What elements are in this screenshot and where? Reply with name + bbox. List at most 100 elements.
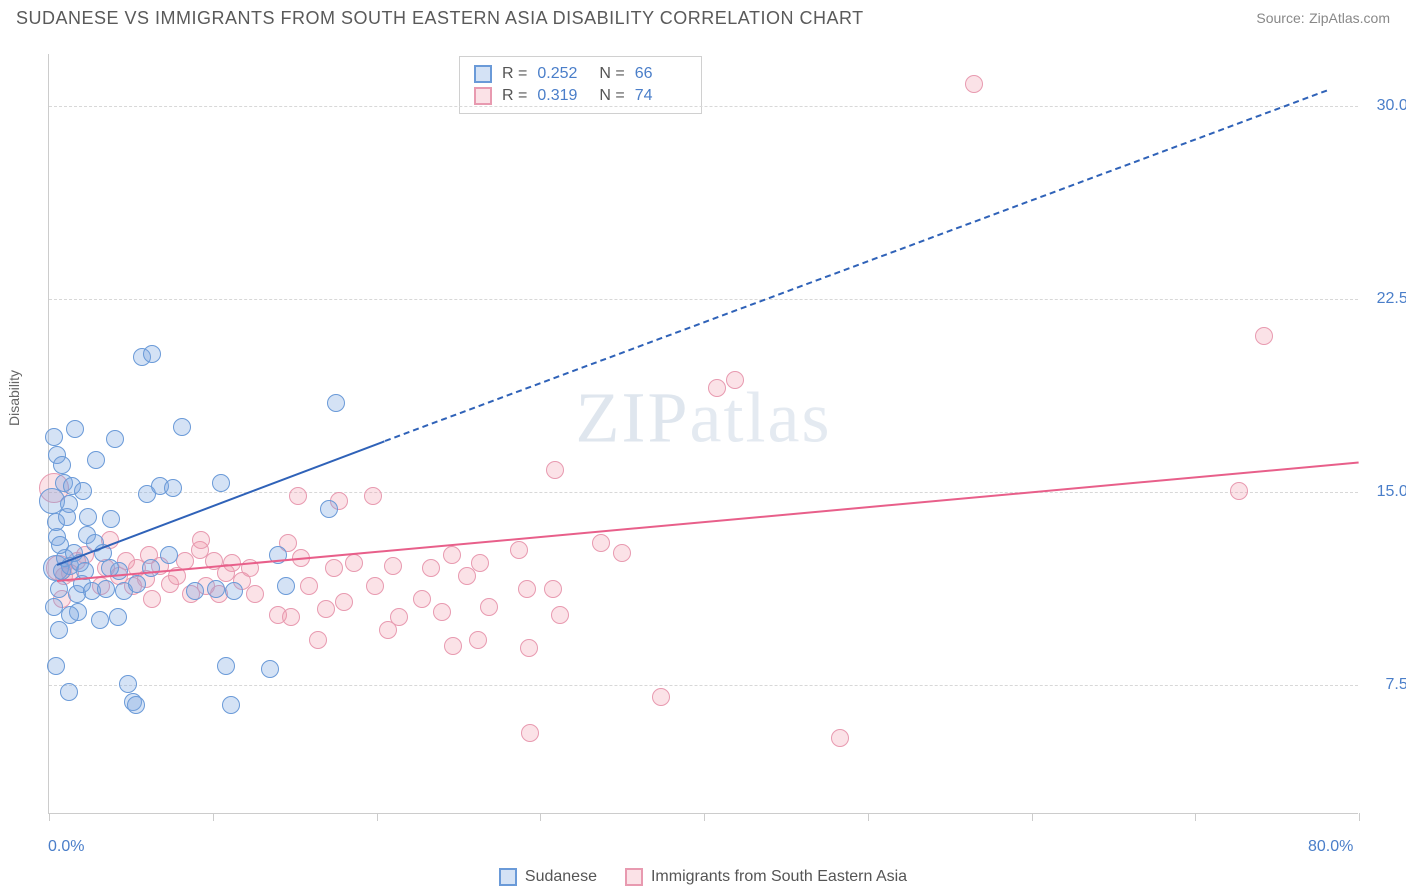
point-series1 <box>60 683 78 701</box>
n-label-2: N = <box>599 87 624 105</box>
point-series2 <box>289 487 307 505</box>
x-tick <box>1195 813 1196 821</box>
point-series1 <box>97 580 115 598</box>
x-end-label: 80.0% <box>1308 838 1353 856</box>
source-name: ZipAtlas.com <box>1309 10 1390 26</box>
watermark: ZIPatlas <box>576 377 832 460</box>
point-series1 <box>186 582 204 600</box>
point-series2 <box>422 559 440 577</box>
point-series2 <box>317 600 335 618</box>
y-tick-label: 30.0% <box>1377 97 1406 115</box>
point-series1 <box>45 598 63 616</box>
point-series2 <box>390 608 408 626</box>
point-series1 <box>164 479 182 497</box>
x-tick <box>1359 813 1360 821</box>
point-series2 <box>708 379 726 397</box>
point-series2 <box>551 606 569 624</box>
point-series1 <box>61 606 79 624</box>
point-series1 <box>222 696 240 714</box>
point-series2 <box>309 631 327 649</box>
point-series2 <box>366 577 384 595</box>
point-series1 <box>160 546 178 564</box>
r-label-2: R = <box>502 87 527 105</box>
point-series2 <box>544 580 562 598</box>
point-series1 <box>79 508 97 526</box>
point-series1 <box>74 482 92 500</box>
point-series1 <box>212 474 230 492</box>
gridline <box>49 106 1358 107</box>
x-tick <box>213 813 214 821</box>
point-series2 <box>246 585 264 603</box>
point-series1 <box>106 430 124 448</box>
watermark-a: ZIP <box>576 378 690 458</box>
legend-item-series1: Sudanese <box>499 868 597 886</box>
point-series1 <box>225 582 243 600</box>
point-series2 <box>592 534 610 552</box>
n-value-2: 74 <box>635 87 687 105</box>
r-label-1: R = <box>502 65 527 83</box>
point-series1 <box>91 611 109 629</box>
point-series1 <box>173 418 191 436</box>
point-series2 <box>325 559 343 577</box>
point-series1 <box>102 510 120 528</box>
point-series2 <box>1230 482 1248 500</box>
x-tick <box>868 813 869 821</box>
point-series1 <box>277 577 295 595</box>
r-value-2: 0.319 <box>537 87 589 105</box>
point-series1 <box>58 508 76 526</box>
point-series2 <box>652 688 670 706</box>
point-series2 <box>345 554 363 572</box>
swatch-series1 <box>474 65 492 83</box>
legend-item-series2: Immigrants from South Eastern Asia <box>625 868 907 886</box>
chart-plot-area: ZIPatlas R = 0.252 N = 66 R = 0.319 N = … <box>48 54 1358 814</box>
point-series1 <box>45 428 63 446</box>
bottom-legend: Sudanese Immigrants from South Eastern A… <box>0 868 1406 886</box>
point-series1 <box>327 394 345 412</box>
point-series2 <box>510 541 528 559</box>
point-series1 <box>119 675 137 693</box>
stats-row-series2: R = 0.319 N = 74 <box>474 85 687 107</box>
gridline <box>49 299 1358 300</box>
point-series1 <box>128 575 146 593</box>
point-series1 <box>50 621 68 639</box>
point-series2 <box>726 371 744 389</box>
point-series2 <box>546 461 564 479</box>
gridline <box>49 685 1358 686</box>
y-tick-label: 7.5% <box>1386 676 1406 694</box>
legend-swatch-series2 <box>625 868 643 886</box>
x-tick <box>49 813 50 821</box>
point-series2 <box>831 729 849 747</box>
chart-title: SUDANESE VS IMMIGRANTS FROM SOUTH EASTER… <box>16 8 864 29</box>
y-tick-label: 15.0% <box>1377 483 1406 501</box>
point-series2 <box>443 546 461 564</box>
point-series1 <box>261 660 279 678</box>
point-series1 <box>87 451 105 469</box>
n-label-1: N = <box>599 65 624 83</box>
point-series1 <box>143 345 161 363</box>
x-tick <box>704 813 705 821</box>
point-series2 <box>521 724 539 742</box>
point-series2 <box>444 637 462 655</box>
point-series1 <box>127 696 145 714</box>
source: Source: ZipAtlas.com <box>1256 10 1390 28</box>
swatch-series2 <box>474 87 492 105</box>
point-series2 <box>300 577 318 595</box>
point-series2 <box>480 598 498 616</box>
point-series2 <box>1255 327 1273 345</box>
point-series2 <box>471 554 489 572</box>
point-series1 <box>66 420 84 438</box>
y-tick-label: 22.5% <box>1377 290 1406 308</box>
stats-row-series1: R = 0.252 N = 66 <box>474 63 687 85</box>
x-tick <box>377 813 378 821</box>
point-series2 <box>469 631 487 649</box>
r-value-1: 0.252 <box>537 65 589 83</box>
point-series2 <box>413 590 431 608</box>
point-series1 <box>207 580 225 598</box>
point-series2 <box>965 75 983 93</box>
point-series1 <box>50 580 68 598</box>
point-series2 <box>384 557 402 575</box>
legend-swatch-series1 <box>499 868 517 886</box>
x-tick <box>1032 813 1033 821</box>
point-series1 <box>53 456 71 474</box>
point-series2 <box>364 487 382 505</box>
